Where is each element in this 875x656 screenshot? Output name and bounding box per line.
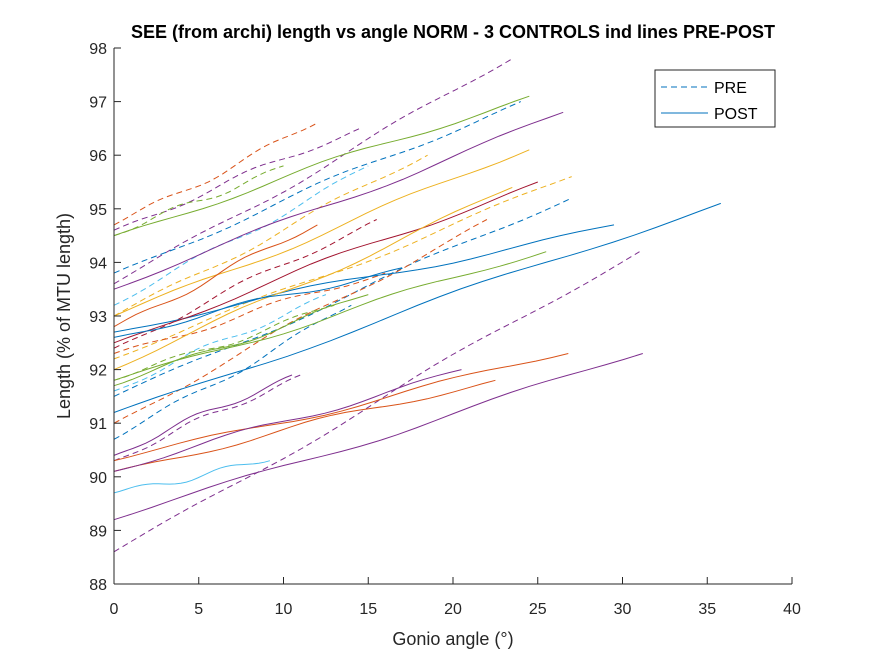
series-line-dashed-5 bbox=[113, 165, 369, 306]
series-line-dashed-3 bbox=[113, 58, 513, 285]
series-line-solid-30 bbox=[113, 267, 403, 338]
y-tick-label: 90 bbox=[89, 470, 107, 487]
series-line-dashed-7 bbox=[113, 219, 377, 349]
legend-box bbox=[654, 69, 776, 128]
series-line-solid-24 bbox=[113, 95, 530, 237]
series-line-dashed-15 bbox=[113, 272, 386, 354]
y-tick-label: 98 bbox=[89, 41, 107, 58]
chart-title: SEE (from archi) length vs angle NORM - … bbox=[131, 22, 775, 42]
series-line-solid-25 bbox=[113, 111, 564, 290]
series-line-solid-26 bbox=[113, 149, 530, 317]
x-tick-label: 20 bbox=[444, 601, 462, 618]
series-line-dashed-11 bbox=[113, 304, 335, 381]
x-axis-label: Gonio angle (°) bbox=[392, 629, 513, 649]
y-tick-label: 94 bbox=[89, 255, 107, 272]
series-line-solid-20 bbox=[113, 353, 569, 462]
series-line-solid-18 bbox=[113, 202, 721, 413]
series-line-solid-23 bbox=[113, 460, 271, 494]
series-line-solid-28 bbox=[113, 186, 513, 371]
series-line-dashed-12 bbox=[113, 251, 640, 553]
series-line-solid-31 bbox=[113, 294, 369, 387]
y-tick-label: 91 bbox=[89, 416, 107, 433]
legend-label: PRE bbox=[714, 80, 747, 97]
series-line-dashed-0 bbox=[113, 122, 318, 226]
x-tick-label: 10 bbox=[275, 601, 293, 618]
series-line-dashed-13 bbox=[113, 374, 301, 462]
series-line-dashed-16 bbox=[113, 294, 327, 392]
y-tick-label: 88 bbox=[89, 577, 107, 594]
x-tick-label: 15 bbox=[359, 601, 377, 618]
x-tick-label: 5 bbox=[194, 601, 203, 618]
plot-lines bbox=[113, 58, 721, 553]
x-tick-label: 40 bbox=[783, 601, 801, 618]
y-tick-label: 97 bbox=[89, 95, 107, 112]
x-tick-label: 30 bbox=[614, 601, 632, 618]
series-line-dashed-2 bbox=[113, 165, 284, 237]
x-tick-label: 35 bbox=[698, 601, 716, 618]
series-line-dashed-8 bbox=[113, 176, 572, 360]
y-tick-label: 93 bbox=[89, 309, 107, 326]
series-line-solid-27 bbox=[113, 181, 538, 344]
series-line-solid-29 bbox=[113, 251, 547, 381]
y-tick-label: 96 bbox=[89, 148, 107, 165]
series-line-dashed-6 bbox=[113, 154, 428, 317]
x-tick-label: 0 bbox=[110, 601, 119, 618]
series-line-solid-21 bbox=[113, 379, 496, 472]
axes: 0 5 10 15 20 25 30 35 40 88 89 90 91 92 93 94 95 96 97 98 bbox=[89, 41, 801, 618]
series-line-dashed-10 bbox=[113, 219, 488, 424]
series-line-dashed-14 bbox=[113, 304, 352, 440]
x-tick-label: 25 bbox=[529, 601, 547, 618]
series-line-solid-17 bbox=[113, 353, 643, 521]
series-line-solid-33 bbox=[113, 374, 293, 456]
series-line-dashed-4 bbox=[113, 101, 521, 274]
y-tick-label: 95 bbox=[89, 202, 107, 219]
series-line-solid-32 bbox=[113, 224, 318, 328]
y-tick-label: 89 bbox=[89, 523, 107, 540]
y-axis-label: Length (% of MTU length) bbox=[54, 213, 74, 419]
y-tick-label: 92 bbox=[89, 363, 107, 380]
legend-label: POST bbox=[714, 106, 758, 123]
legend: PRE POST bbox=[654, 69, 776, 128]
series-line-solid-19 bbox=[113, 224, 615, 333]
series-line-dashed-9 bbox=[113, 197, 572, 397]
series-line-dashed-1 bbox=[113, 127, 361, 231]
series-line-solid-22 bbox=[113, 369, 462, 472]
